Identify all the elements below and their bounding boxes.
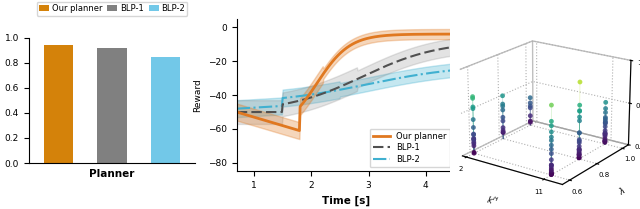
Y-axis label: $\lambda$: $\lambda$ [616, 185, 627, 198]
Our planner [417, 33, 425, 36]
Y-axis label: Reward: Reward [193, 78, 202, 112]
Our planner [234, 111, 241, 113]
X-axis label: $k^H$: $k^H$ [485, 193, 500, 208]
Bar [44, 45, 73, 163]
X-axis label: Time [s]: Time [s] [321, 196, 370, 206]
Our planner [451, 33, 458, 35]
BLP-2 [233, 107, 241, 110]
BLP-1 [366, 72, 374, 74]
Our planner [233, 111, 241, 113]
Legend: Our planner, BLP-1, BLP-2: Our planner, BLP-1, BLP-2 [36, 2, 188, 16]
BLP-1 [234, 111, 241, 113]
Bar [97, 48, 127, 163]
BLP-2 [234, 107, 241, 110]
BLP-2 [362, 83, 370, 86]
BLP-1 [233, 111, 241, 113]
BLP-2 [430, 71, 438, 74]
Our planner [431, 33, 438, 35]
BLP-2 [417, 73, 424, 76]
X-axis label: Planner: Planner [90, 169, 134, 178]
BLP-2 [366, 83, 374, 85]
BLP-1 [430, 49, 438, 52]
Line: BLP-2: BLP-2 [237, 70, 454, 109]
Our planner [367, 36, 374, 39]
Our planner [296, 129, 303, 132]
Bar [151, 57, 180, 163]
Our planner [364, 37, 371, 40]
Line: BLP-1: BLP-1 [237, 47, 454, 112]
BLP-2 [362, 83, 369, 86]
BLP-2 [451, 69, 458, 71]
BLP-1 [362, 74, 370, 76]
BLP-1 [451, 46, 458, 48]
Legend: Our planner, BLP-1, BLP-2: Our planner, BLP-1, BLP-2 [370, 129, 450, 167]
BLP-1 [417, 52, 424, 55]
BLP-1 [362, 74, 369, 76]
Line: Our planner: Our planner [237, 34, 454, 131]
Our planner [362, 37, 370, 40]
